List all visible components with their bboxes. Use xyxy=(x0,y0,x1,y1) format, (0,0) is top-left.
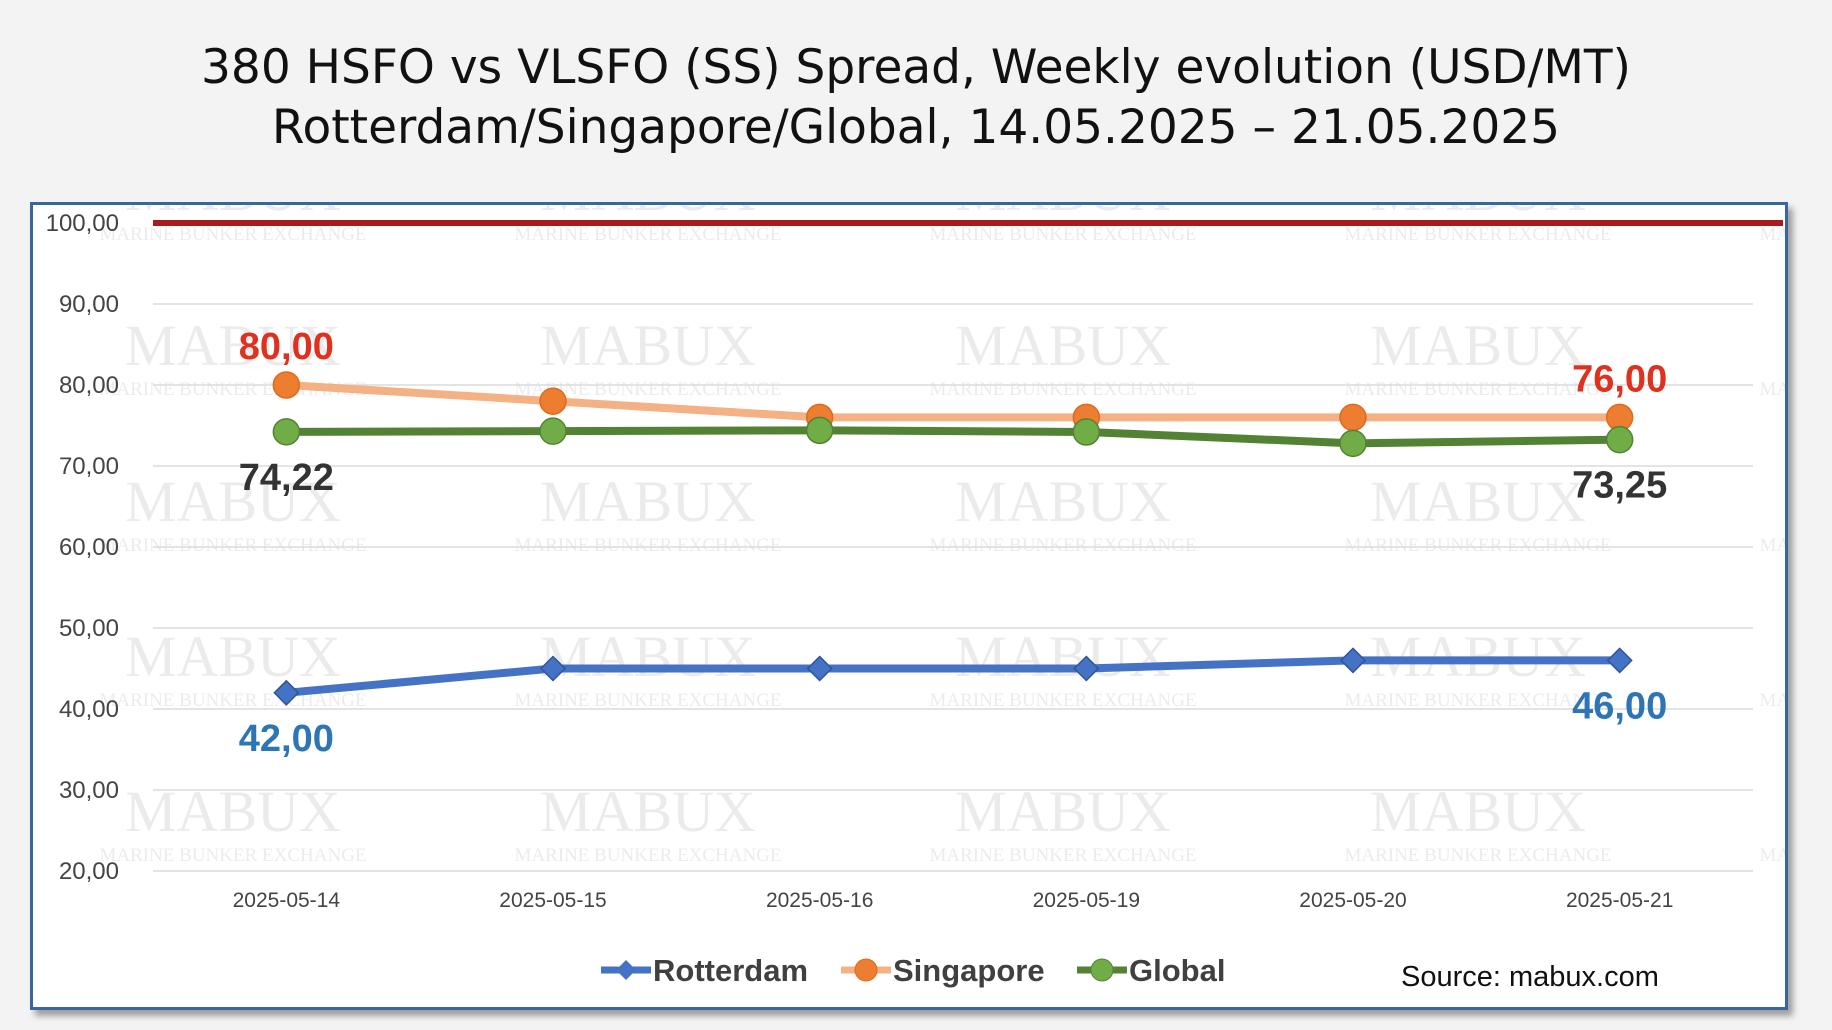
x-tick-label: 2025-05-16 xyxy=(766,889,873,912)
watermark-text: MABUX xyxy=(125,205,341,223)
data-point-singapore xyxy=(1339,403,1367,432)
watermark-text: MABUX xyxy=(540,469,756,534)
watermark-text: MABUX xyxy=(955,469,1171,534)
watermark-subtext: MARINE BUNKER EXCHANGE xyxy=(929,845,1196,866)
watermark-subtext: MARINE BUNKER EXCHANGE xyxy=(99,535,366,556)
watermark-subtext: MARINE BUNKER EXCHANGE xyxy=(1759,535,1785,556)
legend: Rotterdam Singapore Global xyxy=(601,953,1225,988)
watermark-text: MABUX xyxy=(955,779,1171,844)
watermark-text: MABUX xyxy=(540,313,756,378)
watermark-subtext: MARINE BUNKER EXCHANGE xyxy=(514,690,781,711)
watermark-text: MABUX xyxy=(125,469,341,534)
x-axis: 2025-05-14 2025-05-15 2025-05-16 2025-05-19… xyxy=(233,889,1674,912)
watermark-subtext: MARINE BUNKER EXCHANGE xyxy=(929,224,1196,245)
data-labels: 80,00 76,00 74,22 73,25 42,00 46,00 xyxy=(239,326,1667,760)
chart-title-line1: 380 HSFO vs VLSFO (SS) Spread, Weekly ev… xyxy=(201,40,1631,95)
watermark-text: MABUX xyxy=(955,624,1171,689)
watermark-subtext: MARINE BUNKER EXCHANGE xyxy=(1759,224,1785,245)
y-tick-label: 90,00 xyxy=(59,291,119,318)
series-layer xyxy=(272,371,1634,706)
watermark-subtext: MARINE BUNKER EXCHANGE xyxy=(514,224,781,245)
y-tick-label: 60,00 xyxy=(59,534,119,561)
watermark-text: MABUX xyxy=(540,205,756,223)
legend-label-global: Global xyxy=(1129,953,1225,988)
watermark-text: MABUX xyxy=(955,313,1171,378)
watermark-text: MABUX xyxy=(1370,313,1586,378)
watermark-text: MABUX xyxy=(1370,205,1586,223)
series-line-global xyxy=(282,426,1624,448)
watermark-subtext: MARINE BUNKER EXCHANGE xyxy=(1759,379,1785,400)
data-label-global: 74,22 xyxy=(239,457,334,499)
watermark-text: MABUX xyxy=(540,624,756,689)
data-label-singapore: 76,00 xyxy=(1572,358,1667,400)
watermark-subtext: MARINE BUNKER EXCHANGE xyxy=(514,535,781,556)
watermark-subtext: MARINE BUNKER EXCHANGE xyxy=(929,379,1196,400)
watermark-subtext: MARINE BUNKER EXCHANGE xyxy=(1344,690,1611,711)
data-point-rotterdam xyxy=(1073,655,1100,682)
watermark-subtext: MARINE BUNKER EXCHANGE xyxy=(99,845,366,866)
y-tick-label: 20,00 xyxy=(59,858,119,885)
y-tick-label: 50,00 xyxy=(59,615,119,642)
data-point-global xyxy=(272,418,301,446)
y-tick-label: 40,00 xyxy=(59,696,119,723)
watermark-subtext: MARINE BUNKER EXCHANGE xyxy=(99,224,366,245)
watermark-text: MABUX xyxy=(1370,469,1586,534)
watermark-subtext: MARINE BUNKER EXCHANGE xyxy=(929,535,1196,556)
data-label-singapore: 80,00 xyxy=(239,326,334,368)
data-point-global xyxy=(1339,429,1367,458)
watermark-text: MABUX xyxy=(1370,779,1586,844)
y-tick-label: 30,00 xyxy=(59,777,119,804)
watermark-subtext: MARINE BUNKER EXCHANGE xyxy=(1759,690,1785,711)
chart-title: 380 HSFO vs VLSFO (SS) Spread, Weekly ev… xyxy=(0,38,1832,158)
watermark-text: MABUX xyxy=(955,205,1171,223)
legend-marker-global xyxy=(1090,958,1114,982)
data-point-singapore xyxy=(272,371,301,399)
watermark-subtext: MARINE BUNKER EXCHANGE xyxy=(1344,845,1611,866)
series-line-singapore xyxy=(282,381,1624,422)
data-point-global xyxy=(1605,425,1634,454)
data-point-rotterdam xyxy=(539,655,567,682)
watermark-text: MABUX xyxy=(125,624,341,689)
data-point-rotterdam xyxy=(1339,647,1367,674)
watermark-text: MABUX xyxy=(540,779,756,844)
y-tick-label: 70,00 xyxy=(59,453,119,480)
data-point-global xyxy=(539,417,567,445)
legend-marker-rotterdam xyxy=(616,960,636,980)
legend-label-singapore: Singapore xyxy=(893,953,1045,988)
x-tick-label: 2025-05-19 xyxy=(1033,889,1140,912)
data-point-rotterdam xyxy=(1606,647,1633,674)
data-label-global: 73,25 xyxy=(1572,465,1667,507)
x-tick-label: 2025-05-15 xyxy=(499,889,606,912)
watermark-subtext: MARINE BUNKER EXCHANGE xyxy=(1759,845,1785,866)
series-line-rotterdam xyxy=(282,656,1624,697)
data-label-rotterdam: 46,00 xyxy=(1572,685,1667,727)
watermark-subtext: MARINE BUNKER EXCHANGE xyxy=(514,845,781,866)
watermark-subtext: MARINE BUNKER EXCHANGE xyxy=(1344,224,1611,245)
legend-marker-singapore xyxy=(854,958,878,982)
data-label-rotterdam: 42,00 xyxy=(239,718,334,760)
x-tick-label: 2025-05-20 xyxy=(1299,889,1406,912)
watermark-text: MABUX xyxy=(125,313,341,378)
y-tick-label: 100,00 xyxy=(46,210,119,237)
y-axis: 20,00 30,00 40,00 50,00 60,00 70,00 80,00 90,00… xyxy=(46,210,119,885)
chart-title-line2: Rotterdam/Singapore/Global, 14.05.2025 –… xyxy=(271,100,1561,155)
data-point-rotterdam xyxy=(806,655,833,682)
watermark-subtext: MARINE BUNKER EXCHANGE xyxy=(1344,535,1611,556)
watermark-subtext: MARINE BUNKER EXCHANGE xyxy=(929,690,1196,711)
x-tick-label: 2025-05-14 xyxy=(233,889,341,912)
source-note: Source: mabux.com xyxy=(1401,961,1659,993)
data-point-global xyxy=(1072,418,1101,446)
x-tick-label: 2025-05-21 xyxy=(1566,889,1673,912)
y-tick-label: 80,00 xyxy=(59,372,119,399)
legend-label-rotterdam: Rotterdam xyxy=(653,953,808,988)
watermark-text: MABUX xyxy=(125,779,341,844)
data-point-rotterdam xyxy=(273,679,300,706)
data-point-global xyxy=(805,416,834,445)
data-point-singapore xyxy=(539,387,567,415)
